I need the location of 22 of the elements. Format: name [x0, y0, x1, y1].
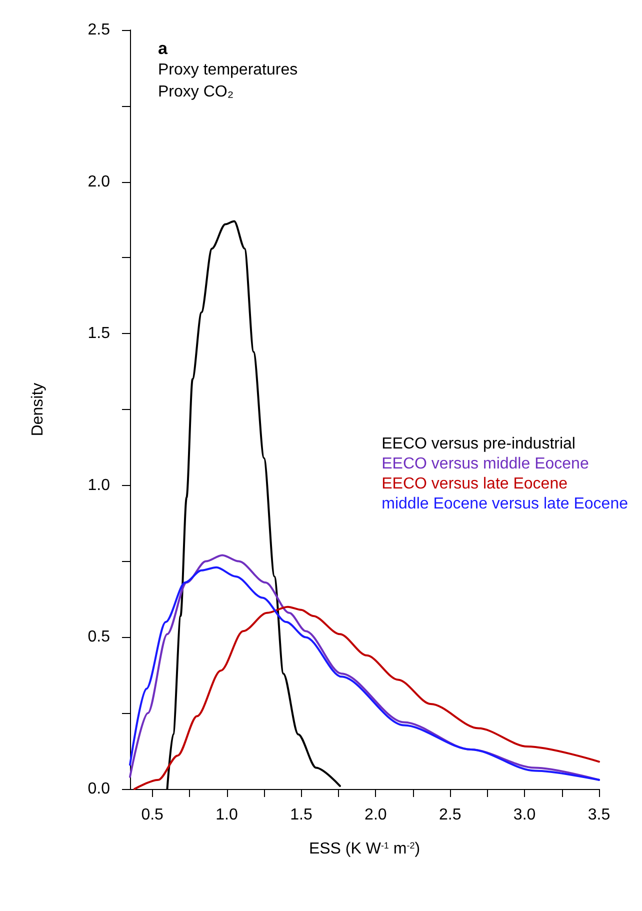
x-tick-label: 3.5: [588, 806, 610, 824]
x-tick-label: 0.5: [141, 806, 164, 824]
y-tick-label: 2.0: [88, 173, 110, 190]
text: EECO versus late Eocene: [382, 476, 568, 492]
line-series: [133, 606, 600, 790]
x-tick-label: 1.0: [216, 806, 238, 824]
x-tick-label: 2.5: [438, 806, 462, 824]
annotation: Proxy CO₂: [158, 84, 234, 100]
x-tick-label: 2.0: [364, 806, 387, 824]
text: EECO versus pre-industrial: [382, 436, 576, 452]
y-tick-label: 0.0: [88, 780, 110, 798]
y-tick-label: 1.0: [88, 476, 110, 494]
text: EECO versus middle Eocene: [382, 456, 589, 472]
annotation: Proxy temperatures: [158, 62, 298, 78]
y-tick-label: 0.5: [88, 628, 110, 646]
y-tick-label: 2.5: [88, 22, 110, 38]
text: middle Eocene versus late Eocene: [382, 496, 628, 512]
annotation: a: [158, 39, 168, 58]
x-tick-label: 1.5: [290, 806, 312, 824]
y-tick-label: 1.5: [88, 325, 110, 342]
x-tick-label: 3.0: [513, 806, 536, 824]
y-axis-title: Density: [30, 382, 46, 436]
